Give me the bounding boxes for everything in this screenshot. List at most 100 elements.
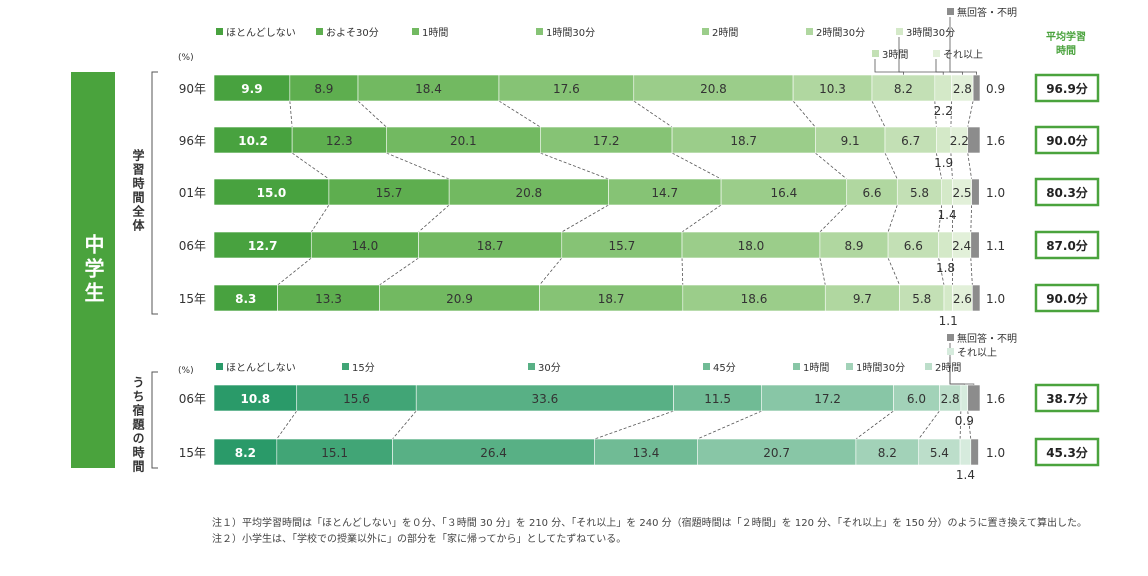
average-box bbox=[1034, 125, 1100, 155]
legend-label: 30分 bbox=[538, 362, 561, 374]
data-label: 20.1 bbox=[450, 134, 477, 148]
connector-line bbox=[418, 204, 450, 233]
average-box bbox=[1034, 230, 1100, 260]
bar-segment bbox=[943, 284, 953, 312]
connector-line bbox=[539, 257, 563, 286]
category-label: 15年 bbox=[179, 292, 206, 306]
connector-line bbox=[671, 152, 722, 180]
average-box bbox=[1034, 383, 1100, 413]
bar-segment bbox=[972, 74, 981, 102]
data-label: 6.7 bbox=[901, 134, 920, 148]
bar-segment bbox=[884, 126, 937, 154]
data-label: 9.9 bbox=[241, 82, 262, 96]
connector-line bbox=[887, 204, 898, 233]
legend-label: 無回答・不明 bbox=[957, 332, 1017, 345]
data-label: 18.7 bbox=[730, 134, 757, 148]
connector-line bbox=[561, 204, 609, 233]
connector-line bbox=[277, 257, 312, 286]
data-label: 15.6 bbox=[343, 392, 370, 406]
data-label: 12.7 bbox=[248, 239, 278, 253]
note-2: 注２）小学生は、「学校での授業以外に」の部分を「家に帰ってから」としてたずねてい… bbox=[212, 534, 627, 545]
bar-segment bbox=[918, 438, 961, 466]
legend-label: 15分 bbox=[352, 362, 375, 374]
legend-swatch bbox=[703, 363, 710, 370]
data-label: 5.8 bbox=[912, 292, 931, 306]
data-label: 6.6 bbox=[862, 186, 881, 200]
group-label: 学習時間全体 bbox=[131, 148, 145, 233]
data-label: 17.6 bbox=[553, 82, 580, 96]
legend-stem bbox=[949, 343, 975, 385]
bar-segment bbox=[561, 231, 683, 259]
legend-label: 2時間 bbox=[935, 362, 961, 374]
data-label: 1.6 bbox=[986, 134, 1005, 148]
connector-line bbox=[310, 204, 330, 233]
connector-line bbox=[950, 152, 953, 180]
bar-segment bbox=[887, 231, 939, 259]
bar-segment bbox=[213, 178, 330, 206]
data-label: 2.6 bbox=[953, 292, 972, 306]
legend-label: それ以上 bbox=[943, 49, 983, 61]
legend-swatch bbox=[702, 28, 709, 35]
bar-segment bbox=[819, 231, 889, 259]
bar-segment bbox=[871, 74, 936, 102]
legend-label: 45分 bbox=[713, 362, 736, 374]
bar-segment bbox=[213, 74, 291, 102]
data-label: 26.4 bbox=[480, 446, 507, 460]
connector-line bbox=[540, 152, 609, 180]
data-label: 14.0 bbox=[352, 239, 379, 253]
bar-segment bbox=[960, 384, 969, 412]
bar-segment bbox=[673, 384, 762, 412]
legend-swatch bbox=[806, 28, 813, 35]
data-label: 20.8 bbox=[515, 186, 542, 200]
average-value: 90.0分 bbox=[1046, 133, 1088, 148]
connector-line bbox=[938, 257, 945, 286]
data-label: 15.7 bbox=[609, 239, 636, 253]
data-label: 15.7 bbox=[376, 186, 403, 200]
data-label: 1.6 bbox=[986, 392, 1005, 406]
bar-segments bbox=[213, 74, 981, 466]
bar-segment bbox=[967, 384, 981, 412]
connector-line bbox=[967, 100, 974, 128]
bar-segment bbox=[213, 284, 278, 312]
connector-line bbox=[934, 100, 937, 128]
avg-header-line2: 時間 bbox=[1056, 44, 1076, 57]
legend-swatch bbox=[316, 28, 323, 35]
data-label: 1.4 bbox=[938, 208, 957, 222]
legend-label: ほとんどしない bbox=[226, 362, 296, 374]
connector-line bbox=[918, 410, 940, 440]
legend-label: 1時間 bbox=[422, 27, 448, 39]
data-label: 2.2 bbox=[934, 104, 953, 118]
bar-segment bbox=[291, 126, 387, 154]
average-box bbox=[1034, 177, 1100, 207]
legend-label: それ以上 bbox=[957, 347, 997, 359]
bar-segment bbox=[357, 74, 500, 102]
legend-label: 3時間30分 bbox=[906, 27, 955, 39]
data-label: 6.6 bbox=[904, 239, 923, 253]
data-label: 8.9 bbox=[314, 82, 333, 96]
data-label: 8.9 bbox=[844, 239, 863, 253]
group-bracket bbox=[151, 371, 158, 469]
legend-label: ほとんどしない bbox=[226, 27, 296, 39]
bar-segment bbox=[392, 438, 596, 466]
average-box bbox=[1034, 283, 1100, 313]
data-label: 20.8 bbox=[700, 82, 727, 96]
legend-label: 無回答・不明 bbox=[957, 6, 1017, 19]
bar-segment bbox=[448, 178, 609, 206]
legend-swatch bbox=[528, 363, 535, 370]
data-label: 0.9 bbox=[955, 414, 974, 428]
data-label: 15.1 bbox=[321, 446, 348, 460]
bar-segment bbox=[213, 126, 293, 154]
connector-line bbox=[392, 410, 417, 440]
legend-swatch bbox=[947, 8, 954, 15]
data-label: 8.2 bbox=[878, 446, 897, 460]
bar-segment bbox=[277, 284, 380, 312]
bar-segment bbox=[959, 438, 972, 466]
connector-line bbox=[970, 204, 972, 233]
average-box bbox=[1034, 73, 1100, 103]
data-label: 1.4 bbox=[956, 468, 975, 482]
data-label: 5.4 bbox=[930, 446, 949, 460]
data-label: 9.7 bbox=[853, 292, 872, 306]
bar-segment bbox=[608, 178, 722, 206]
